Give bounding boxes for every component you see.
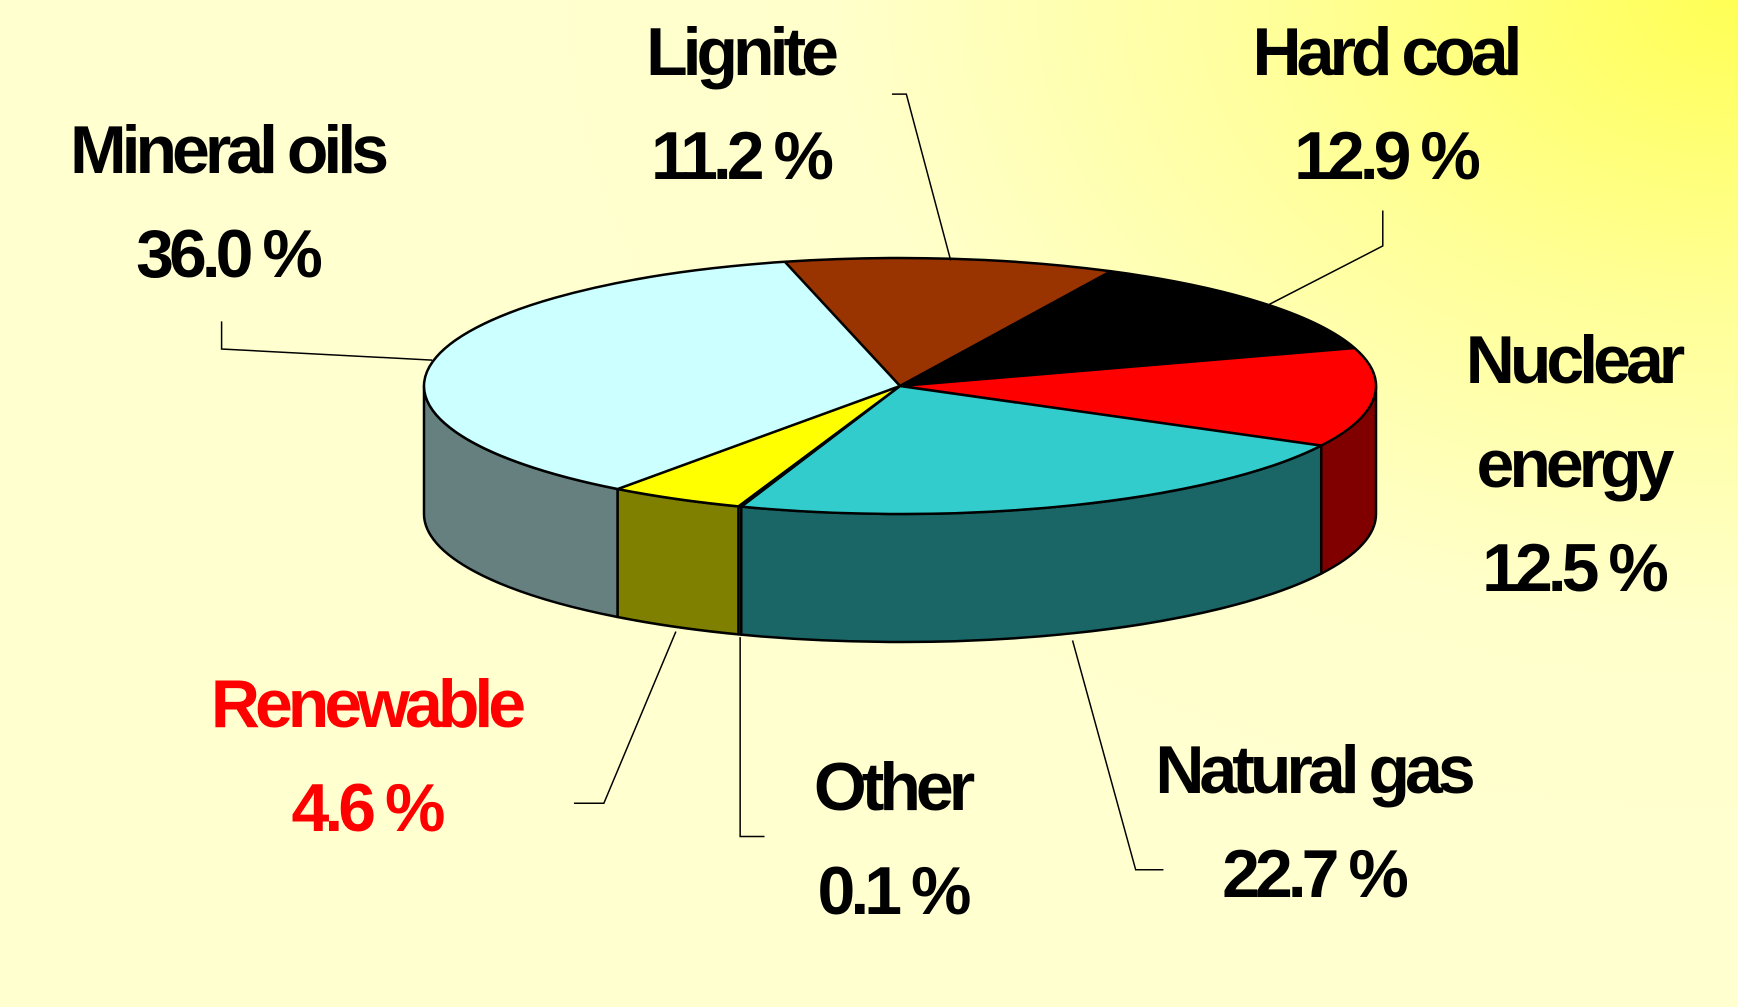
slice	[898, 346, 1378, 447]
leader-line	[891, 93, 952, 261]
value-label: 4.6 %	[291, 770, 446, 846]
category-name: Natural gas	[1155, 732, 1475, 808]
value-label: 12.9 %	[1294, 118, 1481, 194]
leader-line	[1268, 210, 1384, 306]
slice-label: Renewable 4.6 %	[136, 652, 596, 860]
leader-line	[220, 321, 433, 361]
category-name: Renewable	[210, 666, 526, 742]
slice-label: Other 0.1 %	[712, 735, 1072, 943]
value-label: 12.5 %	[1482, 530, 1669, 606]
leader-line	[573, 631, 677, 805]
leader-line	[1071, 640, 1164, 871]
category-name: Lignite	[646, 14, 839, 90]
category-name: Nuclear energy	[1465, 322, 1685, 502]
slice-label: Nuclear energy 12.5 %	[1408, 308, 1738, 620]
value-label: 22.7 %	[1222, 836, 1409, 912]
value-label: 0.1 %	[817, 853, 972, 929]
slice-label: Mineral oils 36.0 %	[0, 98, 457, 306]
slice	[740, 384, 1323, 516]
slice-label: Natural gas 22.7 %	[1148, 718, 1478, 926]
slice	[422, 260, 902, 491]
slice-side	[616, 487, 740, 636]
category-name: Other	[813, 749, 975, 825]
slice	[783, 256, 1113, 388]
slice-label: Lignite 11.2 %	[540, 0, 940, 208]
value-label: 11.2 %	[651, 118, 834, 194]
leader-line	[739, 637, 765, 838]
category-name: Mineral oils	[69, 112, 389, 188]
slice-label: Hard coal 12.9 %	[1155, 0, 1615, 208]
value-label: 36.0 %	[136, 216, 323, 292]
category-name: Hard coal	[1252, 14, 1523, 90]
